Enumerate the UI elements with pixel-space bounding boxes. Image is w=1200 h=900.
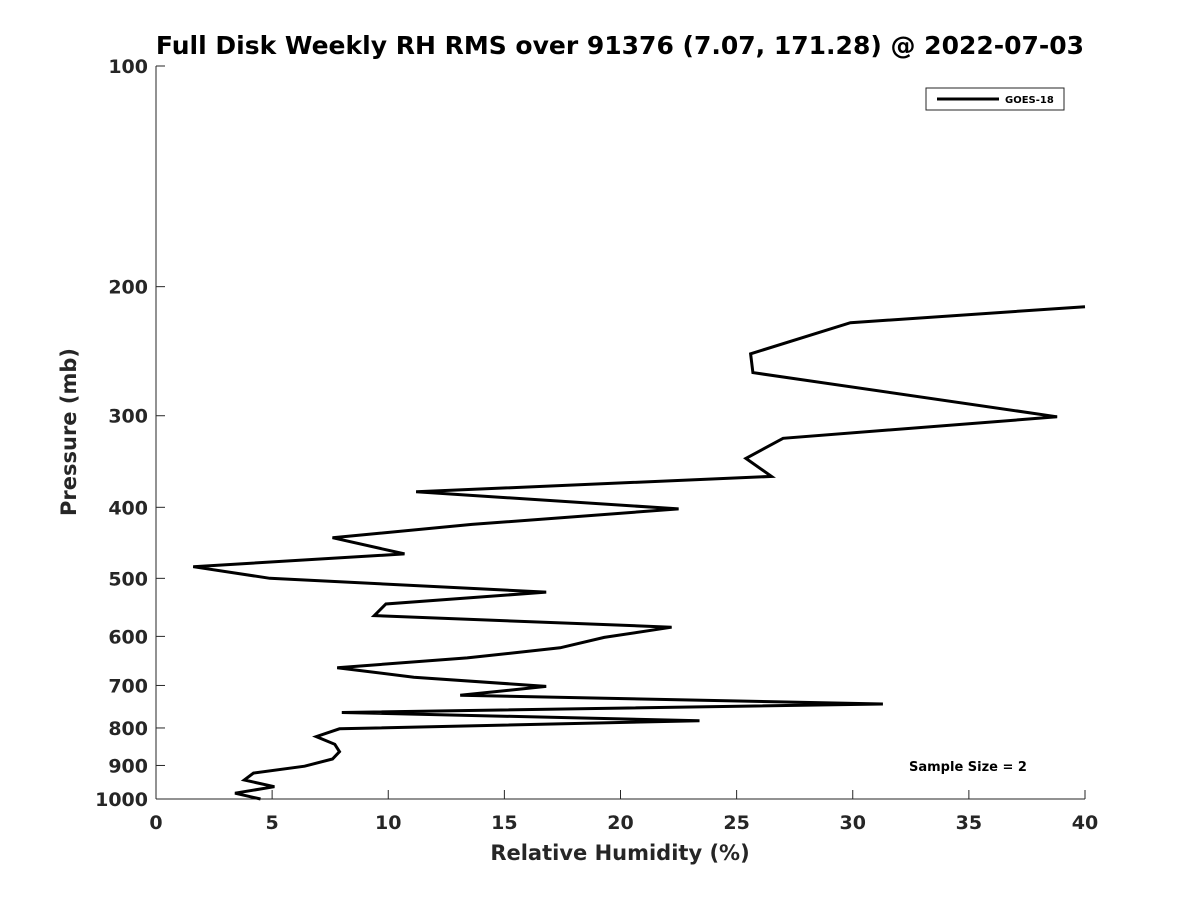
y-tick-label: 1000 — [95, 789, 148, 811]
y-tick-label: 900 — [108, 755, 148, 777]
legend: GOES-18 — [925, 87, 1065, 111]
x-tick-label: 10 — [375, 812, 401, 834]
y-axis-ticks: 100 200 300 400 500 600 700 800 900 1000 — [95, 56, 165, 811]
sample-size-annotation: Sample Size = 2 — [909, 760, 1027, 775]
y-axis-label: Pressure (mb) — [57, 348, 81, 516]
x-tick-label: 0 — [149, 812, 162, 834]
chart-title: Full Disk Weekly RH RMS over 91376 (7.07… — [156, 31, 1084, 60]
x-axis-label: Relative Humidity (%) — [490, 841, 749, 865]
y-tick-label: 800 — [108, 718, 148, 740]
y-tick-label: 700 — [108, 675, 148, 697]
series-line-goes-18 — [192, 305, 1086, 801]
x-tick-label: 20 — [607, 812, 633, 834]
y-tick-label: 300 — [108, 406, 148, 428]
legend-label-goes-18: GOES-18 — [1005, 95, 1054, 106]
x-tick-label: 5 — [266, 812, 279, 834]
x-axis-ticks: 0 5 10 15 20 25 30 35 40 — [149, 790, 1098, 834]
x-tick-label: 40 — [1072, 812, 1098, 834]
x-tick-label: 35 — [956, 812, 982, 834]
series-layer — [192, 305, 1086, 801]
y-tick-label: 500 — [108, 568, 148, 590]
y-tick-label: 200 — [108, 277, 148, 299]
x-tick-label: 30 — [840, 812, 866, 834]
x-tick-label: 25 — [723, 812, 749, 834]
y-tick-label: 600 — [108, 626, 148, 648]
y-tick-label: 100 — [108, 56, 148, 78]
x-tick-label: 15 — [491, 812, 517, 834]
y-tick-label: 400 — [108, 497, 148, 519]
